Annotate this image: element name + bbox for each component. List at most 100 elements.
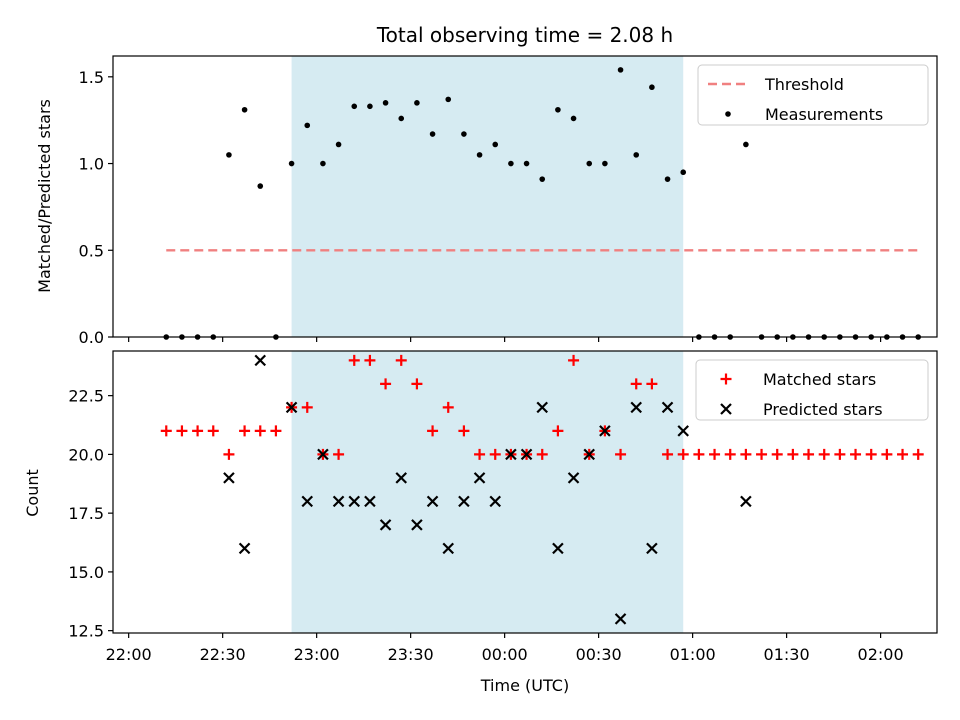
y-tick-label: 20.0 — [68, 445, 104, 464]
matched-stars-marker — [301, 401, 313, 413]
matched-stars-marker — [254, 425, 266, 437]
measurement-point — [382, 100, 389, 106]
matched-stars-marker — [677, 448, 689, 460]
matched-stars-marker — [693, 448, 705, 460]
matched-stars-marker — [646, 378, 658, 390]
legend-label: Measurements — [765, 105, 883, 124]
matched-stars-marker — [395, 354, 407, 366]
legend-box — [697, 64, 929, 126]
y-tick-label: 0.5 — [79, 241, 104, 260]
matched-stars-marker — [724, 448, 736, 460]
measurement-point — [492, 141, 499, 148]
matched-stars-marker — [850, 448, 862, 460]
matched-stars-marker — [897, 448, 909, 460]
legend: Matched stars Predicted stars — [695, 359, 929, 421]
predicted-stars-marker — [552, 542, 564, 555]
matched-stars-marker — [834, 448, 846, 460]
matched-stars-marker — [364, 354, 376, 366]
matched-stars-marker — [176, 425, 188, 437]
legend-matched-swatch — [720, 373, 732, 385]
matched-stars-marker — [552, 425, 564, 437]
matched-stars-marker — [474, 448, 486, 460]
matched-stars-marker — [442, 401, 454, 413]
measurement-point — [367, 103, 373, 110]
measurement-point — [304, 122, 311, 129]
plot-frame — [112, 350, 938, 634]
legend-box — [695, 359, 929, 421]
x-tick-label: 00:30 — [576, 645, 622, 664]
predicted-stars-marker — [442, 542, 455, 555]
matched-stars-marker — [239, 425, 251, 437]
matched-stars-marker — [411, 378, 423, 390]
matched-stars-marker — [207, 425, 219, 437]
predicted-stars-marker — [348, 495, 361, 508]
matched-stars-marker — [709, 448, 721, 460]
predicted-stars-marker — [317, 448, 329, 461]
legend-label: Predicted stars — [763, 400, 883, 419]
predicted-stars-marker — [395, 472, 408, 484]
plot-frame — [112, 55, 938, 338]
measurement-point — [429, 131, 436, 137]
predicted-stars-marker — [473, 472, 486, 484]
measurement-point — [335, 141, 342, 148]
matched-stars-marker — [662, 448, 674, 460]
measurement-point — [680, 169, 687, 176]
measurement-point — [398, 115, 405, 122]
measurement-point — [445, 96, 452, 103]
x-tick-label: 02:00 — [858, 645, 904, 664]
measurement-point — [617, 67, 624, 73]
x-tick-label: 01:30 — [764, 645, 810, 664]
predicted-stars-marker — [661, 401, 674, 414]
matched-stars-marker — [348, 354, 360, 366]
predicted-stars-marker — [254, 354, 267, 367]
x-tick-label: 01:00 — [670, 645, 716, 664]
matched-stars-marker — [881, 448, 893, 460]
legend-predicted-swatch — [720, 403, 732, 415]
matched-stars-marker — [740, 448, 752, 460]
matched-stars-marker — [568, 354, 580, 366]
predicted-stars-marker — [740, 495, 752, 508]
matched-stars-marker — [818, 448, 830, 460]
predicted-stars-marker — [614, 613, 627, 625]
measurement-point — [602, 160, 608, 167]
measurement-point — [226, 152, 232, 158]
legend-label: Matched stars — [763, 370, 876, 389]
matched-stars-marker — [270, 425, 282, 437]
legend-label: Threshold — [764, 75, 844, 94]
y-axis-label-top-panel: Matched/Predicted stars — [35, 99, 54, 293]
predicted-stars-marker — [332, 495, 345, 508]
measurement-point — [539, 176, 546, 182]
predicted-stars-marker — [301, 495, 314, 508]
y-tick-label: 17.5 — [68, 504, 104, 523]
measurement-point — [555, 106, 561, 113]
observing-interval-band — [291, 56, 684, 337]
x-tick-label: 23:30 — [388, 645, 434, 664]
predicted-stars-marker — [536, 401, 549, 414]
measurement-point — [523, 160, 530, 167]
predicted-stars-marker — [458, 495, 470, 508]
panel-ratio: 0.0 0.5 1.0 1.5 Threshold Measurements — [79, 55, 938, 347]
legend-measurement-swatch — [725, 111, 731, 117]
predicted-stars-marker — [599, 425, 611, 437]
legend: Threshold Measurements — [697, 64, 929, 126]
predicted-stars-marker — [489, 495, 502, 508]
measurement-point — [508, 160, 514, 167]
measurement-point — [649, 84, 655, 91]
measurement-point — [586, 160, 593, 167]
y-tick-label: 15.0 — [68, 563, 104, 582]
measurement-point — [241, 106, 248, 113]
matched-stars-marker — [458, 425, 470, 437]
measurement-point — [351, 103, 358, 110]
measurement-point — [414, 100, 420, 106]
predicted-stars-marker — [364, 495, 376, 508]
predicted-stars-marker — [505, 448, 517, 461]
measurement-point — [633, 152, 640, 158]
measurement-point — [257, 183, 264, 189]
y-tick-label: 12.5 — [68, 622, 104, 641]
x-tick-label: 22:00 — [106, 645, 152, 664]
x-tick-label: 23:00 — [294, 645, 340, 664]
matched-stars-marker — [380, 378, 392, 390]
panel-count: 12.5 15.0 17.5 20.0 22.5 22:00 22:30 23:00 23:30… — [68, 350, 938, 664]
predicted-stars-marker — [630, 401, 643, 414]
predicted-stars-marker — [646, 542, 658, 555]
